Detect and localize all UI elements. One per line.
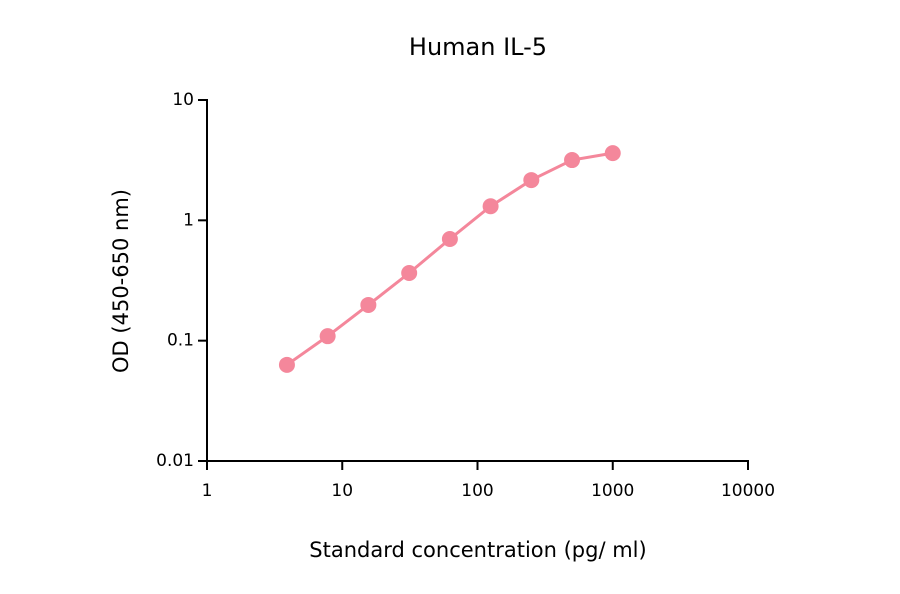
data-point <box>523 172 540 189</box>
x-tick-label: 100 <box>461 481 493 501</box>
data-point <box>604 145 621 162</box>
data-point <box>360 296 377 313</box>
data-point <box>482 198 499 215</box>
x-axis-label: Standard concentration (pg/ ml) <box>309 538 646 562</box>
data-point <box>564 152 581 169</box>
data-point <box>401 265 418 282</box>
data-point <box>278 356 295 373</box>
x-tick-label: 1000 <box>591 481 634 501</box>
data-point <box>319 328 336 345</box>
y-axis-label: OD (450-650 nm) <box>109 189 133 373</box>
x-tick-label: 1 <box>202 481 213 501</box>
y-tick-label: 1 <box>183 210 194 230</box>
y-tick-label: 10 <box>172 90 194 110</box>
y-tick-label: 0.1 <box>167 331 194 351</box>
y-tick-label: 0.01 <box>156 451 194 471</box>
chart-title: Human IL-5 <box>409 33 547 61</box>
x-tick-label: 10000 <box>721 481 775 501</box>
series-line <box>286 151 614 367</box>
data-point <box>441 230 458 247</box>
x-tick-label: 10 <box>331 481 353 501</box>
